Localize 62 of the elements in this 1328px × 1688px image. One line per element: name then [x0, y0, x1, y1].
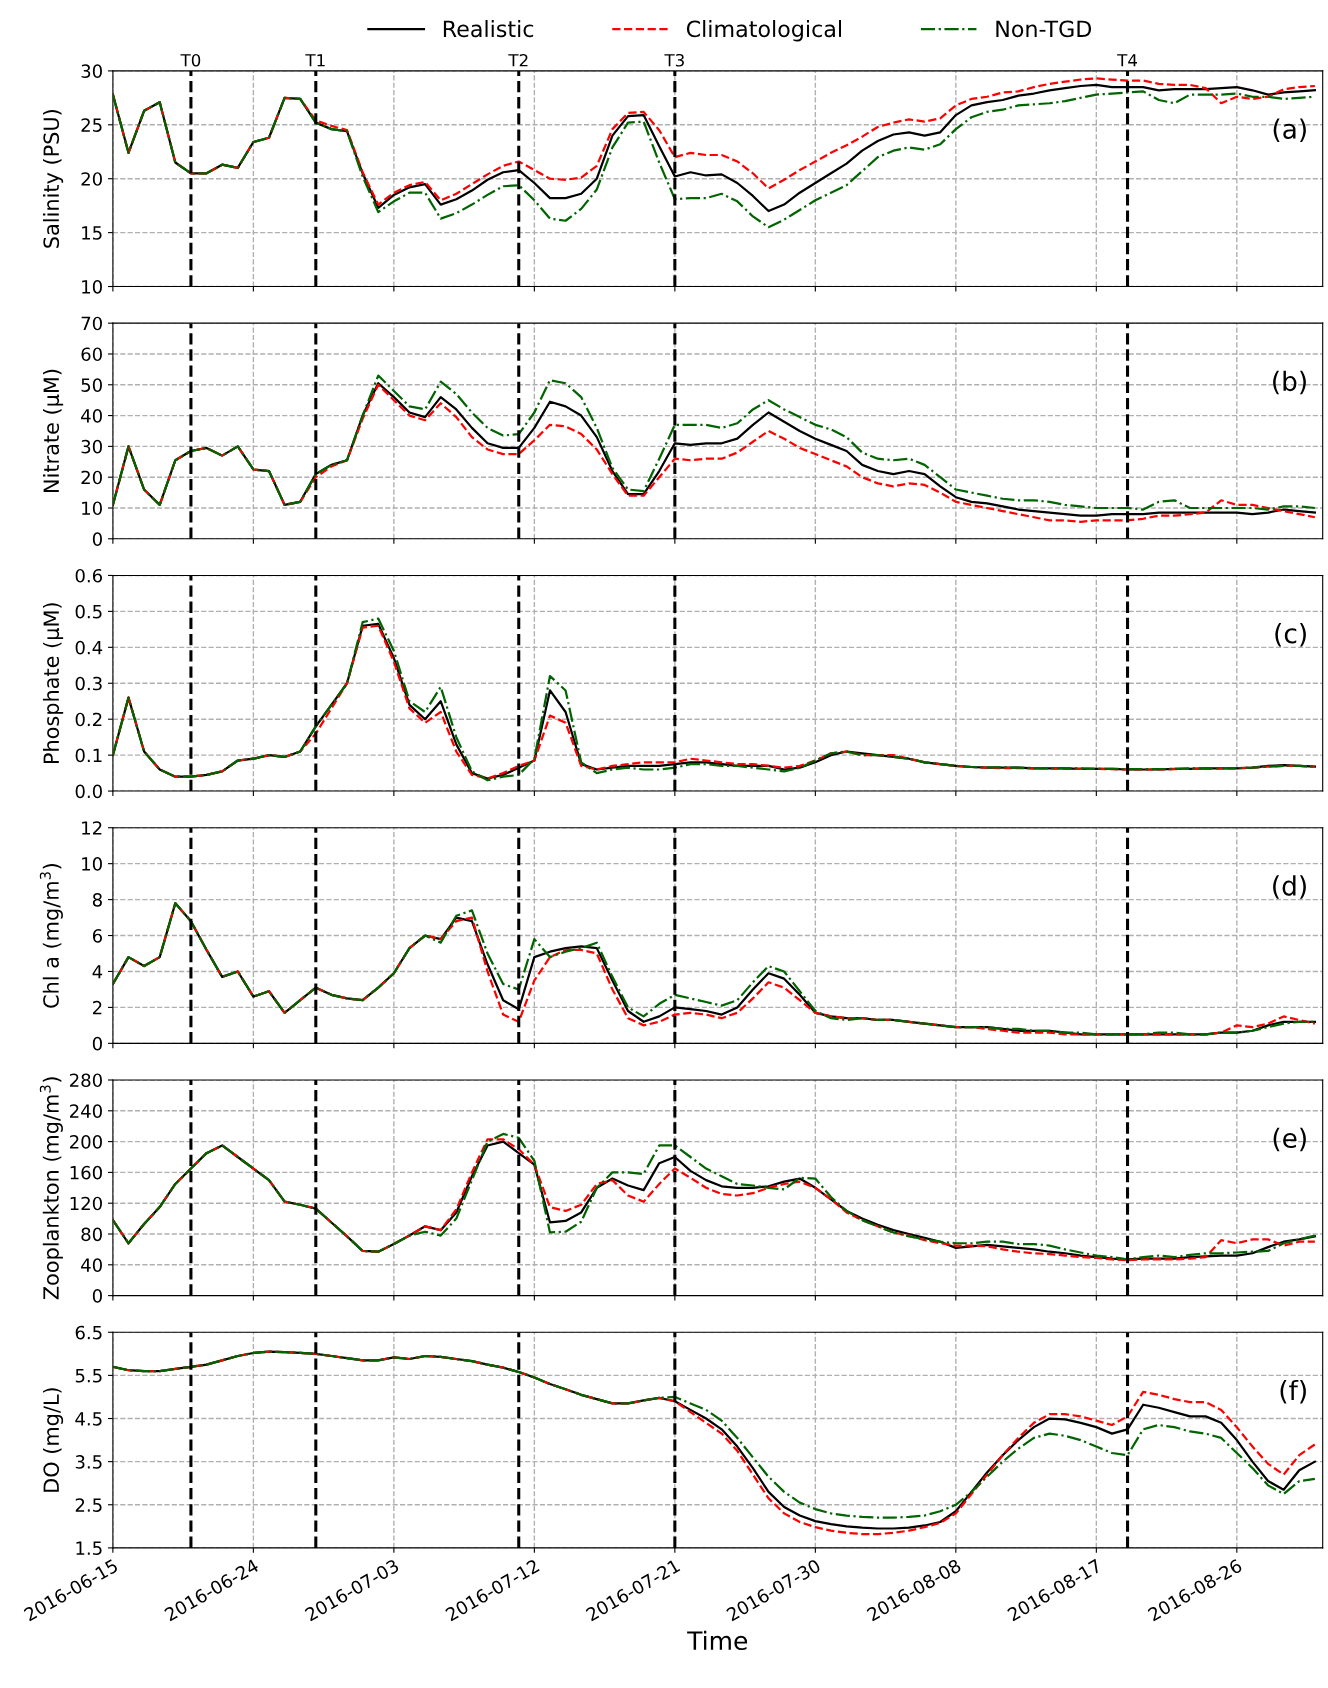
- y-tick-label: 30: [81, 439, 102, 454]
- y-tick-label: 0.5: [75, 604, 102, 619]
- y-axis-title: Salinity (PSU): [42, 110, 64, 248]
- annotation: (f): [1280, 1379, 1306, 1404]
- y-tick-label: 2: [92, 1000, 102, 1015]
- y-tick-label: 10: [82, 857, 102, 871]
- y-tick-label: 10: [82, 501, 102, 516]
- y-axis-title: Nitrate (μM): [42, 369, 64, 492]
- y-tick-label: 0: [92, 1289, 102, 1303]
- y-tick-label: 20: [81, 470, 102, 485]
- y-axis-title: Chl a (mg/m$^{3}$): [39, 864, 63, 1008]
- y-tick-label: 70: [81, 316, 102, 331]
- y-tick-label: 0.4: [75, 640, 103, 655]
- annotation: (b): [1273, 370, 1306, 395]
- y-tick-label: 0: [92, 532, 102, 546]
- y-tick-label: 4: [92, 965, 103, 979]
- y-tick-label: 40: [81, 1258, 102, 1272]
- ref-line-label: T1: [305, 54, 325, 67]
- y-tick-label: 30: [81, 64, 102, 79]
- annotation: (c): [1275, 623, 1306, 647]
- y-tick-label: 4.5: [75, 1412, 102, 1426]
- y-tick-label: 240: [70, 1104, 102, 1118]
- y-tick-label: 0: [92, 1036, 102, 1051]
- ref-line-label: T0: [180, 53, 201, 67]
- y-tick-label: 20: [81, 172, 102, 186]
- y-axis-title: Phosphate (μM): [42, 603, 64, 764]
- y-axis-title: Zooplankton (mg/m$^{3}$): [39, 1077, 63, 1300]
- y-tick-label: 280: [70, 1073, 102, 1088]
- annotation: (a): [1273, 118, 1306, 143]
- y-tick-label: 80: [81, 1227, 102, 1242]
- y-tick-label: 2.5: [75, 1498, 102, 1512]
- y-tick-label: 0.3: [75, 676, 102, 691]
- x-axis-title: Time: [687, 1630, 748, 1651]
- ref-line-label: T2: [508, 53, 528, 67]
- y-tick-label: 0.6: [75, 568, 103, 583]
- annotation: (d): [1273, 875, 1306, 899]
- y-tick-label: 6.5: [75, 1325, 102, 1340]
- y-tick-label: 6: [92, 928, 103, 943]
- y-axis-title: DO (mg/L): [43, 1388, 64, 1492]
- y-tick-label: 60: [81, 347, 102, 362]
- y-tick-label: 8: [92, 893, 102, 907]
- y-tick-label: 10: [82, 279, 102, 294]
- legend-label: Climatological: [686, 20, 842, 42]
- y-tick-label: 1.5: [76, 1541, 102, 1556]
- annotation: (e): [1273, 1127, 1306, 1152]
- y-tick-label: 5.5: [75, 1369, 102, 1383]
- y-tick-label: 50: [81, 378, 102, 392]
- y-tick-label: 0.1: [75, 748, 102, 763]
- ref-line-label: T4: [1117, 54, 1138, 67]
- ref-line-label: T3: [664, 53, 684, 67]
- y-tick-label: 40: [81, 409, 102, 423]
- y-tick-label: 25: [81, 118, 102, 132]
- y-tick-label: 0.0: [75, 784, 102, 799]
- y-tick-label: 3.5: [75, 1455, 102, 1469]
- legend-label: Realistic: [443, 20, 534, 38]
- legend-label: Non-TGD: [996, 20, 1092, 38]
- y-tick-label: 12: [82, 821, 102, 835]
- y-tick-label: 15: [82, 226, 102, 240]
- y-tick-label: 0.2: [75, 712, 102, 727]
- y-tick-label: 200: [70, 1135, 102, 1149]
- y-tick-label: 160: [70, 1165, 102, 1180]
- y-tick-label: 120: [70, 1196, 102, 1211]
